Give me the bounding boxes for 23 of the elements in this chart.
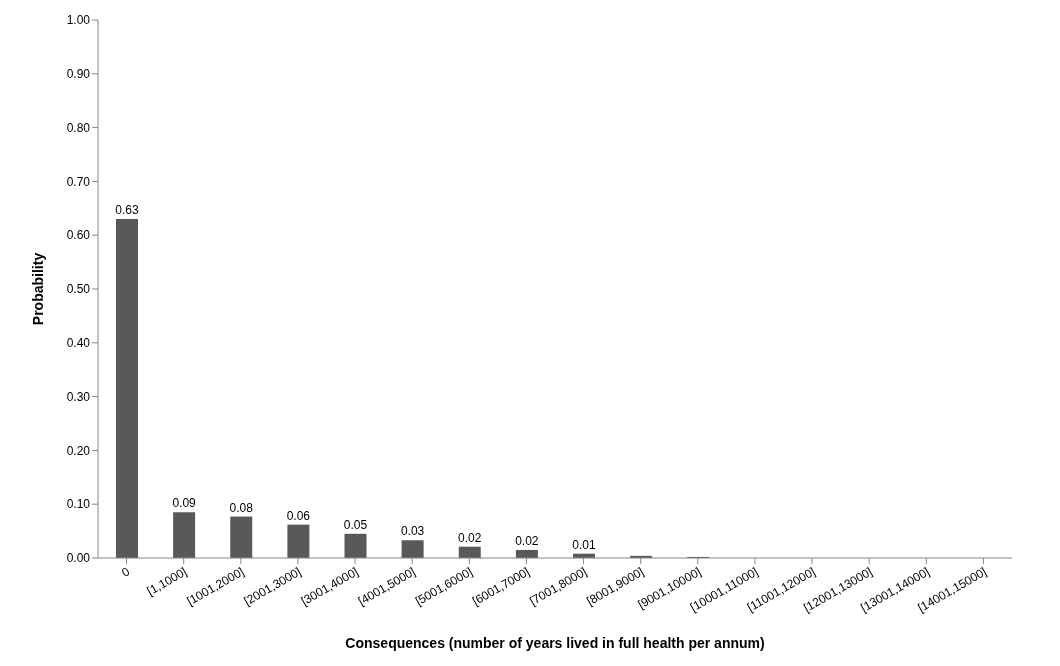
y-tick-label: 0.00 xyxy=(66,551,91,566)
data-label: 0.05 xyxy=(343,517,368,532)
x-axis-title: Consequences (number of years lived in full health per annum) xyxy=(345,635,765,651)
data-label: 0.03 xyxy=(400,524,425,539)
y-tick-label: 0.40 xyxy=(66,336,91,351)
y-tick-label: 0.70 xyxy=(66,174,91,189)
y-tick-label: 0.30 xyxy=(66,389,91,404)
data-label: 0.02 xyxy=(458,530,482,545)
data-label: 0.08 xyxy=(229,500,254,515)
data-label: 0.02 xyxy=(515,533,539,548)
y-tick-label: 0.20 xyxy=(66,443,91,458)
y-axis-title: Probability xyxy=(29,252,46,326)
data-label: 0.01 xyxy=(572,537,596,552)
data-label: 0.63 xyxy=(115,203,139,218)
y-tick-label: 0.80 xyxy=(66,120,91,135)
y-tick-label: 0.50 xyxy=(66,282,91,297)
y-tick-label: 0.60 xyxy=(66,228,91,243)
y-tick-label: 1.00 xyxy=(66,13,91,28)
y-tick-label: 0.10 xyxy=(66,497,91,512)
data-label: 0.09 xyxy=(172,496,197,511)
x-tick-label: 0 xyxy=(119,564,133,580)
y-tick-label: 0.90 xyxy=(66,67,91,82)
data-label: 0.06 xyxy=(286,508,311,523)
